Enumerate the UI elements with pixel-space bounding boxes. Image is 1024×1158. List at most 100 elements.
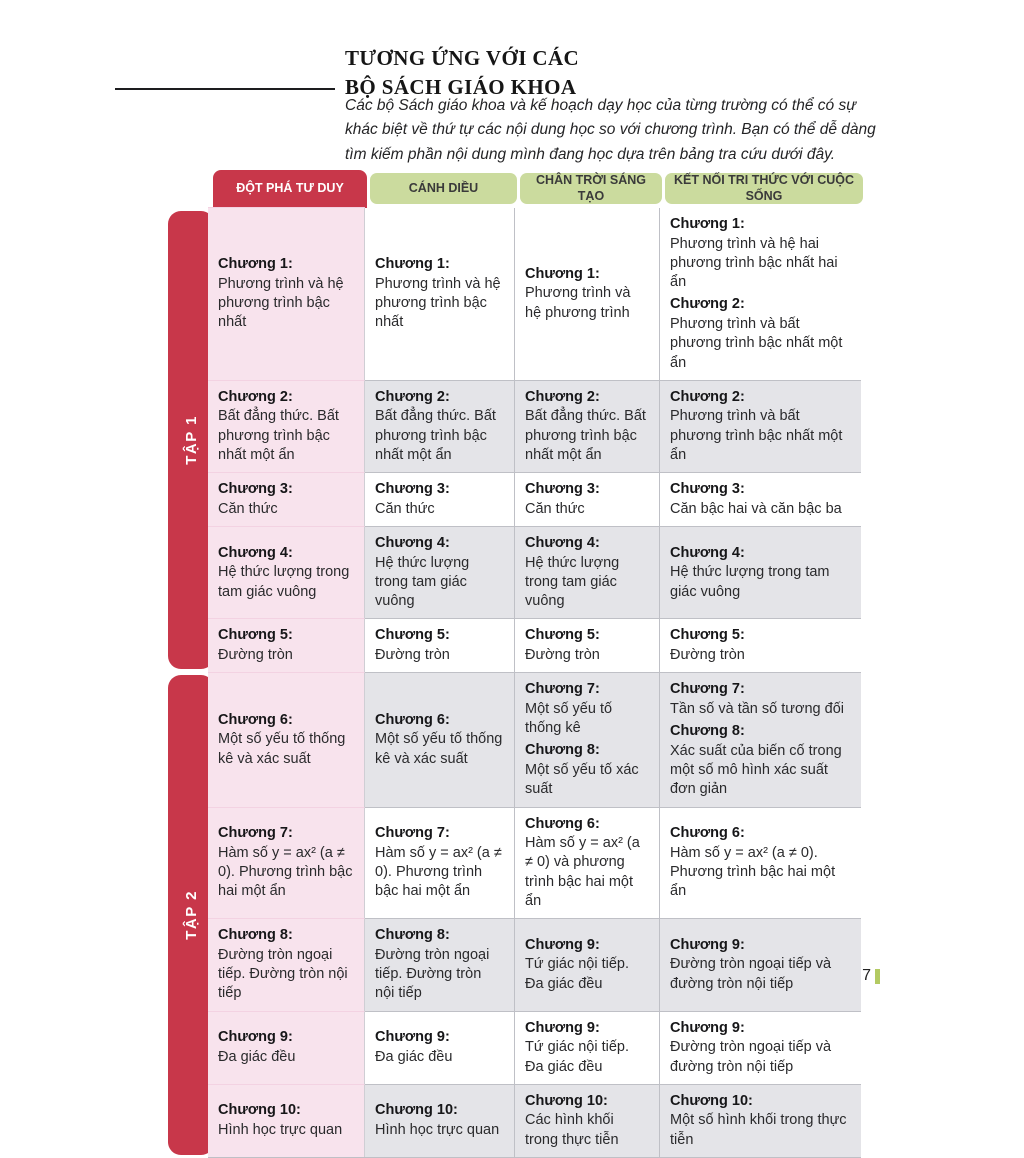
chapter-description: Phương trình và hệ phương trình bậc nhất xyxy=(218,275,344,331)
row8-col4-cell: Chương 9: Đường tròn ngoại tiếp và đường … xyxy=(660,919,861,1011)
row1-col2-cell: Chương 1: Phương trình và hệ phương trình… xyxy=(365,208,515,380)
chapter-description: Đường tròn ngoại tiếp. Đường tròn nội ti… xyxy=(218,946,348,1002)
chapter-description: Xác suất của biến cố trong một số mô hìn… xyxy=(670,742,842,798)
chapter-description: Một số hình khối trong thực tiễn xyxy=(670,1112,847,1148)
chapter-label: Chương 3: xyxy=(375,481,450,498)
chapter-description: Một số yếu tố thống kê xyxy=(525,700,613,737)
table-body: TẬP 1 Chương 1: Phương trình và hệ phương … xyxy=(168,207,868,1158)
row5-col2-cell: Chương 5: Đường tròn xyxy=(365,619,515,673)
chapter-label: Chương 2: xyxy=(670,296,745,313)
chapter-label: Chương 10: xyxy=(525,1092,608,1109)
chapter-description: Hàm số y = ax² (a ≠ 0). Phương trình bậc… xyxy=(375,844,502,900)
chapter-description: Hàm số y = ax² (a ≠ 0). Phương trình bậc… xyxy=(670,844,836,900)
chapter-description: Đa giác đều xyxy=(375,1048,453,1065)
row4-col2-cell: Chương 4: Hệ thức lượng trong tam giác vu… xyxy=(365,527,515,619)
chapter-description: Hệ thức lượng trong tam giác vuông xyxy=(375,554,470,610)
chapter-label: Chương 7: xyxy=(218,825,293,842)
intro-paragraph: Các bộ Sách giáo khoa và kế hoạch dạy họ… xyxy=(345,97,876,163)
chapter-description: Hệ thức lượng trong tam giác vuông xyxy=(670,564,830,600)
chapter-label: Chương 6: xyxy=(218,711,293,728)
table-row-4: Chương 4: Hệ thức lượng trong tam giác vu… xyxy=(208,526,861,619)
chapter-description: Căn bậc hai và căn bậc ba xyxy=(670,500,842,517)
row10-col3-cell: Chương 10: Các hình khối trong thực tiễn xyxy=(515,1084,660,1157)
chapter-label: Chương 10: xyxy=(218,1102,301,1119)
row3-col1-cell: Chương 3: Căn thức xyxy=(208,472,365,527)
row2-col1-cell: Chương 2: Bất đẳng thức. Bất phương trình… xyxy=(208,379,365,473)
chapter-label: Chương 2: xyxy=(375,388,450,405)
chapter-label: Chương 8: xyxy=(525,742,600,759)
row8-col2-cell: Chương 8: Đường tròn ngoại tiếp. Đường tr… xyxy=(365,919,515,1011)
chapter-label: Chương 7: xyxy=(670,681,745,698)
column-header-4: KẾT NỐI TRI THỨC VỚI CUỘC SỐNG xyxy=(665,173,863,204)
chapter-description: Phương trình và bất phương trình bậc nhấ… xyxy=(670,408,843,463)
chapter-description: Bất đẳng thức. Bất phương trình bậc nhất… xyxy=(218,408,339,463)
chapter-label: Chương 2: xyxy=(218,388,293,405)
chapter-description: Đa giác đều xyxy=(218,1048,296,1065)
chapter-label: Chương 6: xyxy=(670,825,745,842)
page-footer: 7 xyxy=(820,967,880,985)
chapter-label: Chương 10: xyxy=(375,1102,458,1119)
chapter-description: Hình học trực quan xyxy=(218,1121,343,1138)
chapter-description: Tứ giác nội tiếp. Đa giác đều xyxy=(525,1039,630,1075)
chapter-label: Chương 10: xyxy=(670,1092,753,1109)
chapter-description: Đường tròn xyxy=(670,647,745,664)
chapter-label: Chương 4: xyxy=(218,544,293,561)
chapter-label: Chương 5: xyxy=(670,627,745,644)
chapter-description: Đường tròn xyxy=(375,647,450,664)
row2-col2-cell: Chương 2: Bất đẳng thức. Bất phương trình… xyxy=(365,380,515,473)
row8-col1-cell: Chương 8: Đường tròn ngoại tiếp. Đường tr… xyxy=(208,918,365,1011)
chapter-label: Chương 8: xyxy=(218,927,293,944)
table-row-7: Chương 7: Hàm số y = ax² (a ≠ 0). Phương … xyxy=(208,806,861,919)
chapter-label: Chương 3: xyxy=(670,481,745,498)
chapter-description: Phương trình và hệ phương trình xyxy=(525,285,631,321)
chapter-description: Một số yếu tố xác suất xyxy=(525,762,639,798)
chapter-label: Chương 1: xyxy=(670,216,745,232)
row6-col1-cell: Chương 6: Một số yếu tố thống kê và xác s… xyxy=(208,672,365,807)
row3-col4-cell: Chương 3: Căn bậc hai và căn bậc ba xyxy=(660,473,861,527)
chapter-label: Chương 2: xyxy=(525,388,600,405)
row1-col1-cell: Chương 1: Phương trình và hệ phương trình… xyxy=(208,207,365,380)
chapter-label: Chương 5: xyxy=(218,627,293,644)
chapter-description: Hệ thức lượng trong tam giác vuông xyxy=(218,564,350,600)
page-title: TƯƠNG ỨNG VỚI CÁC BỘ SÁCH GIÁO KHOA xyxy=(345,44,579,103)
chapter-description: Hệ thức lượng trong tam giác vuông xyxy=(525,554,620,610)
table-row-2: Chương 2: Bất đẳng thức. Bất phương trình… xyxy=(208,379,861,473)
row7-col1-cell: Chương 7: Hàm số y = ax² (a ≠ 0). Phương … xyxy=(208,806,365,919)
textbook-mapping-table: ĐỘT PHÁ TƯ DUY CÁNH DIỀU CHÂN TRỜI SÁNG TẠ… xyxy=(168,170,868,1158)
chapter-description: Hình học trực quan xyxy=(375,1121,500,1138)
chapter-description: Phương trình và bất phương trình bậc nhấ… xyxy=(670,315,843,371)
row9-col2-cell: Chương 9: Đa giác đều xyxy=(365,1011,515,1084)
chapter-description: Bất đẳng thức. Bất phương trình bậc nhất… xyxy=(375,408,496,463)
table-row-5: Chương 5: Đường tròn Chương 5: Đường tròn Ch… xyxy=(208,618,861,673)
chapter-label: Chương 1: xyxy=(525,265,600,282)
chapter-label: Chương 5: xyxy=(525,627,600,644)
chapter-label: Chương 6: xyxy=(525,815,600,832)
column-header-1: ĐỘT PHÁ TƯ DUY xyxy=(213,170,367,208)
row6-col3-cell: Chương 7: Một số yếu tố thống kê Chương 8:… xyxy=(515,673,660,807)
chapter-description: Đường tròn xyxy=(525,647,600,664)
row7-col2-cell: Chương 7: Hàm số y = ax² (a ≠ 0). Phương … xyxy=(365,807,515,919)
row2-col4-cell: Chương 2: Phương trình và bất phương trìn… xyxy=(660,380,861,473)
chapter-description: Tứ giác nội tiếp. Đa giác đều xyxy=(525,956,630,992)
volume-tab-label: TẬP 1 xyxy=(182,415,200,466)
chapter-description: Phương trình và hệ hai phương trình bậc … xyxy=(670,235,838,291)
chapter-description: Đường tròn xyxy=(218,647,293,664)
chapter-label: Chương 1: xyxy=(375,256,450,273)
chapter-label: Chương 9: xyxy=(525,936,600,953)
page-title-line2: BỘ SÁCH GIÁO KHOA xyxy=(345,75,577,100)
row9-col1-cell: Chương 9: Đa giác đều xyxy=(208,1010,365,1084)
row8-col3-cell: Chương 9: Tứ giác nội tiếp. Đa giác đều xyxy=(515,919,660,1011)
row7-col3-cell: Chương 6: Hàm số y = ax² (a ≠ 0) và phươn… xyxy=(515,807,660,919)
table-header-row: ĐỘT PHÁ TƯ DUY CÁNH DIỀU CHÂN TRỜI SÁNG TẠ… xyxy=(213,170,868,208)
volume-group-2: TẬP 2 Chương 6: Một số yếu tố thống kê và … xyxy=(168,672,868,1158)
page-title-line1: TƯƠNG ỨNG VỚI CÁC xyxy=(345,46,580,70)
chapter-description: Căn thức xyxy=(218,500,278,517)
chapter-description: Phương trình và hệ phương trình bậc nhất xyxy=(375,275,501,331)
chapter-description: Đường tròn ngoại tiếp và đường tròn nội … xyxy=(670,1039,832,1075)
chapter-label: Chương 7: xyxy=(525,681,600,698)
row10-col4-cell: Chương 10: Một số hình khối trong thực ti… xyxy=(660,1084,861,1157)
table-row-6: Chương 6: Một số yếu tố thống kê và xác s… xyxy=(208,672,861,807)
chapter-label: Chương 9: xyxy=(218,1029,293,1046)
row9-col4-cell: Chương 9: Đường tròn ngoại tiếp và đường … xyxy=(660,1011,861,1084)
chapter-label: Chương 4: xyxy=(375,535,450,552)
